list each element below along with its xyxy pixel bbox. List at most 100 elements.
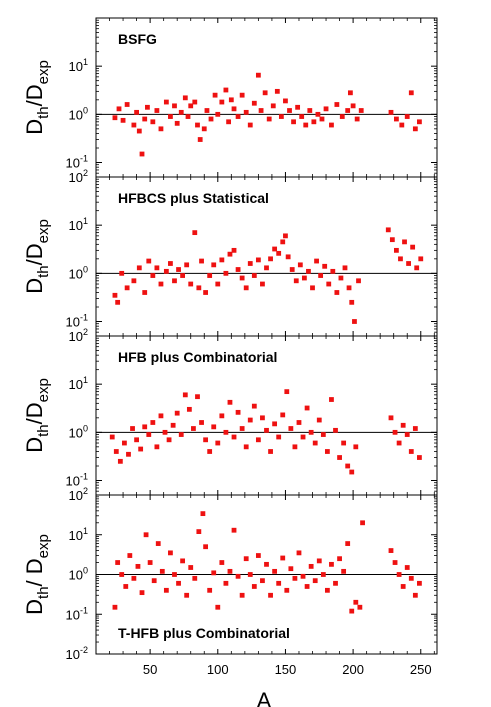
- data-point: [280, 239, 286, 245]
- data-point: [204, 108, 210, 113]
- data-point: [215, 440, 221, 446]
- data-point: [270, 103, 276, 109]
- data-point: [131, 575, 137, 581]
- data-point: [192, 230, 198, 236]
- panel-title: HFBCS plus Statistical: [118, 190, 269, 206]
- data-point: [268, 256, 273, 262]
- y-tick-label: 102: [69, 168, 88, 185]
- data-point: [247, 261, 253, 266]
- data-point: [174, 410, 180, 416]
- data-point: [292, 444, 298, 450]
- y-axis-label-part: exp: [35, 219, 52, 243]
- data-point: [308, 429, 314, 435]
- data-point: [231, 434, 237, 440]
- y-axis-label-part: D: [22, 437, 47, 453]
- y-tick-base: 10: [69, 107, 83, 122]
- y-tick-base: 10: [66, 607, 80, 622]
- data-point: [131, 278, 137, 284]
- data-point: [408, 449, 414, 454]
- y-tick-base: 10: [66, 647, 80, 662]
- data-point: [289, 267, 295, 272]
- data-point: [260, 578, 265, 584]
- data-point: [158, 126, 164, 132]
- data-point: [197, 137, 203, 142]
- data-point: [316, 417, 322, 423]
- data-point: [288, 566, 294, 572]
- data-point: [255, 257, 261, 263]
- data-point: [191, 426, 196, 431]
- data-point: [255, 437, 261, 443]
- data-point: [112, 115, 118, 121]
- data-point: [396, 440, 402, 446]
- data-point: [342, 265, 348, 271]
- data-point: [338, 275, 344, 281]
- data-point: [130, 426, 135, 431]
- data-point: [319, 116, 325, 122]
- data-point: [109, 434, 115, 440]
- data-point: [276, 434, 282, 440]
- data-point: [337, 556, 342, 562]
- data-point: [345, 541, 351, 546]
- data-point: [318, 273, 324, 278]
- data-point: [134, 437, 139, 443]
- data-point: [124, 102, 130, 107]
- data-point: [315, 111, 321, 117]
- y-tick-label: 10-1: [66, 154, 88, 171]
- data-point: [196, 285, 202, 291]
- data-point: [231, 527, 237, 533]
- data-point: [124, 285, 130, 291]
- y-axis-label-part: th: [35, 265, 52, 278]
- data-point: [406, 261, 411, 266]
- data-point: [388, 415, 394, 421]
- data-point: [203, 437, 209, 443]
- data-point: [112, 292, 118, 298]
- data-point: [208, 116, 214, 122]
- data-point: [264, 265, 269, 271]
- data-point: [357, 604, 363, 610]
- series-points: [112, 511, 422, 614]
- data-point: [272, 421, 278, 427]
- data-point: [350, 103, 356, 109]
- data-point: [158, 413, 164, 419]
- data-point: [280, 555, 286, 561]
- data-point: [292, 575, 298, 581]
- data-point: [172, 103, 177, 109]
- x-axis: 50 100 150 200 250 A: [143, 662, 432, 707]
- data-point: [147, 560, 153, 565]
- data-point: [247, 417, 253, 423]
- data-point: [278, 114, 284, 119]
- y-axis-label-part: th: [35, 424, 52, 437]
- data-point: [329, 122, 334, 128]
- data-point: [251, 584, 257, 589]
- data-point: [260, 281, 265, 287]
- y-axis-label-part: D: [22, 119, 47, 135]
- data-point: [136, 265, 142, 271]
- data-point: [417, 119, 422, 125]
- data-point: [299, 114, 305, 119]
- y-tick-label: 101: [69, 216, 88, 233]
- y-axis-label-part: th: [35, 106, 52, 119]
- x-tick-label: 50: [143, 662, 157, 677]
- data-point: [291, 119, 296, 125]
- x-tick-label: 100: [207, 662, 229, 677]
- x-tick-label: 150: [275, 662, 297, 677]
- data-point: [346, 285, 352, 291]
- data-point: [243, 444, 249, 450]
- data-point: [199, 420, 204, 425]
- data-point: [260, 415, 265, 421]
- data-point: [400, 584, 406, 589]
- data-point: [119, 572, 125, 577]
- data-point: [396, 572, 402, 577]
- data-point: [247, 572, 253, 577]
- data-point: [212, 92, 218, 98]
- y-tick-label: 10-2: [66, 645, 88, 662]
- data-point: [288, 426, 294, 431]
- data-point: [334, 290, 340, 295]
- data-point: [142, 424, 148, 430]
- data-point: [283, 98, 288, 104]
- data-point: [200, 511, 206, 517]
- data-point: [228, 97, 234, 103]
- data-point: [138, 446, 144, 452]
- y-tick-exponent: 0: [83, 423, 88, 433]
